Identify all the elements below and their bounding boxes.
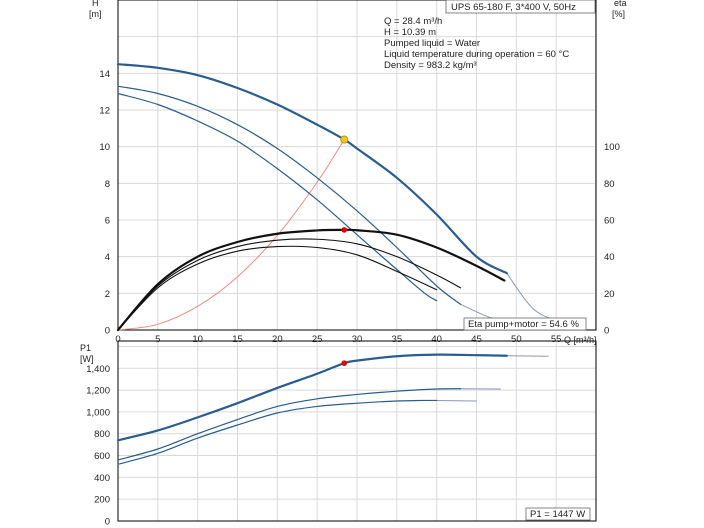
flow-x-tick: 50	[511, 334, 522, 345]
power-y-tick: 400	[94, 473, 110, 484]
flow-x-tick: 0	[115, 334, 120, 345]
operating-point-markers	[340, 135, 349, 366]
flow-x-tick: 55	[551, 334, 562, 345]
head-curves	[116, 63, 557, 331]
power-chart-frame	[117, 340, 597, 522]
head-y-tick: 4	[105, 252, 110, 263]
flow-x-tick: 25	[312, 334, 323, 345]
eta-operating-point	[341, 227, 348, 233]
flow-x-tick: 5	[155, 334, 160, 345]
flow-x-tick: 40	[431, 334, 442, 345]
head-y-tick: 6	[105, 216, 110, 227]
title-box	[445, 0, 596, 14]
power-curve-tail	[506, 355, 549, 357]
eta-y-tick-labels: 0 20 40 60 80 100	[604, 142, 620, 336]
head-y-tick: 12	[99, 106, 110, 117]
p1-note: P1 = 1447 W	[530, 509, 585, 520]
power-curve	[117, 388, 462, 461]
eta-y-tick: 80	[604, 179, 615, 190]
head-y-tick: 14	[99, 69, 110, 80]
power-y-tick: 1,000	[86, 407, 110, 418]
eta-y-tick: 40	[604, 252, 615, 263]
flow-x-tick: 30	[352, 334, 363, 345]
flow-x-tick: 35	[392, 334, 403, 345]
power-y-tick: 0	[105, 517, 110, 528]
head-y-tick: 8	[105, 179, 110, 190]
eta-y-tick: 60	[604, 216, 615, 227]
head-curve	[116, 63, 508, 275]
info-line: H = 10.39 m	[384, 27, 436, 38]
head-y-tick: 2	[105, 289, 110, 300]
head-chart-frame	[117, 0, 597, 331]
power-curve	[116, 353, 508, 442]
chart-title: UPS 65-180 F, 3*400 V, 50Hz	[451, 2, 576, 13]
power-y-tick-labels: 0 200 400 600 800 1,000 1,200 1,400	[86, 364, 110, 528]
info-line: Q = 28.4 m³/h	[384, 16, 442, 27]
head-y-tick-labels: 0 2 4 6 8 10 12 14	[99, 69, 110, 337]
power-curve-tail	[436, 399, 477, 402]
eta-curve	[116, 228, 506, 332]
system-curve	[117, 139, 345, 331]
flow-x-tick-labels: 0 5 10 15 20 25 30 35 40 45 50 55	[115, 334, 561, 345]
flow-x-tick: 10	[192, 334, 203, 345]
eta-y-tick: 100	[604, 142, 620, 153]
head-curve-tail	[506, 272, 557, 322]
p1-note-box	[525, 507, 591, 521]
head-axis-label: H	[92, 0, 99, 8]
head-y-tick: 0	[105, 326, 110, 337]
eta-curves	[116, 228, 506, 332]
eta-axis-label: eta	[614, 0, 627, 8]
eta-y-tick: 0	[604, 326, 609, 337]
power-axis-label: P1	[80, 343, 91, 353]
power-y-tick: 1,200	[86, 386, 110, 397]
eta-note-box	[463, 317, 587, 331]
power-chart-grid	[117, 341, 596, 522]
flow-x-tick: 20	[272, 334, 283, 345]
eta-curve	[117, 238, 462, 331]
head-operating-point	[340, 135, 349, 144]
info-line: Liquid temperature during operation = 60…	[384, 49, 569, 60]
info-line: Pumped liquid = Water	[384, 38, 480, 49]
power-curves	[116, 353, 549, 465]
eta-y-tick: 20	[604, 289, 615, 300]
eta-curve	[117, 245, 438, 331]
power-axis-unit: [W]	[80, 354, 94, 364]
power-curve	[117, 399, 438, 465]
power-y-tick: 1,400	[86, 364, 110, 375]
head-axis-unit: [m]	[89, 9, 102, 19]
power-y-tick: 200	[94, 495, 110, 506]
head-curve	[117, 85, 462, 305]
eta-note: Eta pump+motor = 54.6 %	[468, 319, 579, 330]
info-line: Density = 983.2 kg/m³	[384, 60, 477, 71]
power-y-tick: 600	[94, 451, 110, 462]
head-y-tick: 10	[99, 142, 110, 153]
power-operating-point	[341, 360, 348, 366]
flow-x-tick: 45	[471, 334, 482, 345]
power-y-tick: 800	[94, 429, 110, 440]
eta-axis-unit: [%]	[612, 9, 625, 19]
head-curve	[117, 92, 438, 302]
flow-x-tick: 15	[232, 334, 243, 345]
flow-axis-label: Q [m³/h]	[564, 335, 597, 345]
